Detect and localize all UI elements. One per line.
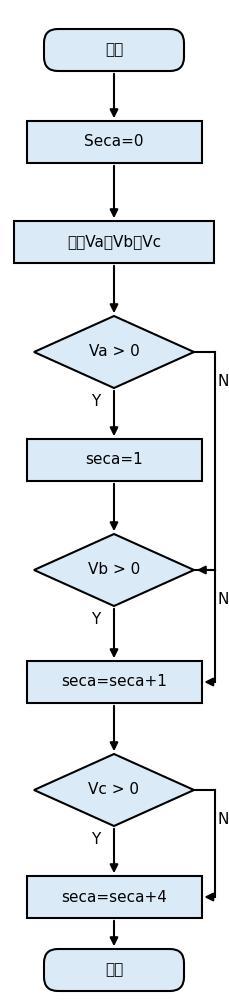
Text: seca=seca+4: seca=seca+4	[61, 890, 167, 904]
Bar	[27, 661, 202, 703]
Text: Y: Y	[91, 832, 101, 848]
Polygon shape	[34, 534, 194, 606]
Bar	[27, 876, 202, 918]
Text: 结束: 结束	[105, 962, 123, 978]
Bar	[14, 221, 214, 263]
Bar	[27, 121, 202, 163]
Text: 开始: 开始	[105, 42, 123, 57]
Bar	[27, 439, 202, 481]
Text: N: N	[217, 592, 229, 607]
Polygon shape	[34, 754, 194, 826]
FancyBboxPatch shape	[44, 949, 184, 991]
Text: seca=1: seca=1	[85, 452, 143, 468]
Text: N: N	[217, 812, 229, 828]
Text: Vc > 0: Vc > 0	[88, 782, 139, 798]
Text: Y: Y	[91, 612, 101, 628]
FancyBboxPatch shape	[44, 29, 184, 71]
Text: Seca=0: Seca=0	[84, 134, 144, 149]
Text: seca=seca+1: seca=seca+1	[61, 674, 167, 690]
Text: Y: Y	[91, 394, 101, 410]
Polygon shape	[34, 316, 194, 388]
Text: Va > 0: Va > 0	[89, 344, 139, 360]
Text: 计算Va、Vb、Vc: 计算Va、Vb、Vc	[67, 234, 161, 249]
Text: Vb > 0: Vb > 0	[88, 562, 140, 578]
Text: N: N	[217, 374, 229, 389]
